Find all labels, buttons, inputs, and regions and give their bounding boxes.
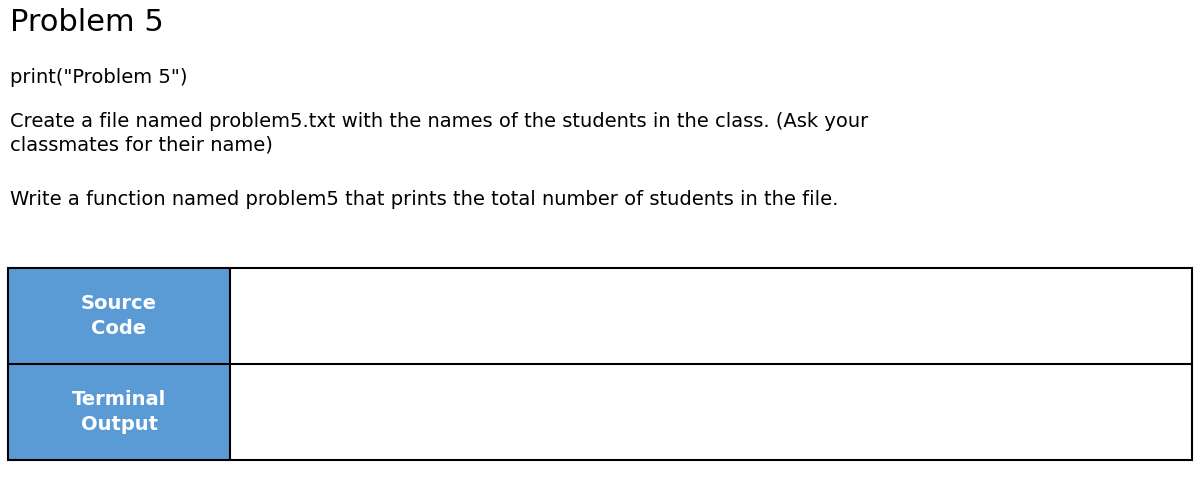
- Bar: [8, 364, 230, 460]
- Text: Create a file named problem5.txt with the names of the students in the class. (A: Create a file named problem5.txt with th…: [10, 112, 869, 155]
- Text: Problem 5: Problem 5: [10, 8, 163, 37]
- Text: Source
Code: Source Code: [82, 294, 157, 338]
- Text: print("Problem 5"): print("Problem 5"): [10, 68, 187, 87]
- Bar: [8, 268, 230, 364]
- Text: Write a function named problem5 that prints the total number of students in the : Write a function named problem5 that pri…: [10, 190, 839, 209]
- Text: Terminal
Output: Terminal Output: [72, 390, 166, 434]
